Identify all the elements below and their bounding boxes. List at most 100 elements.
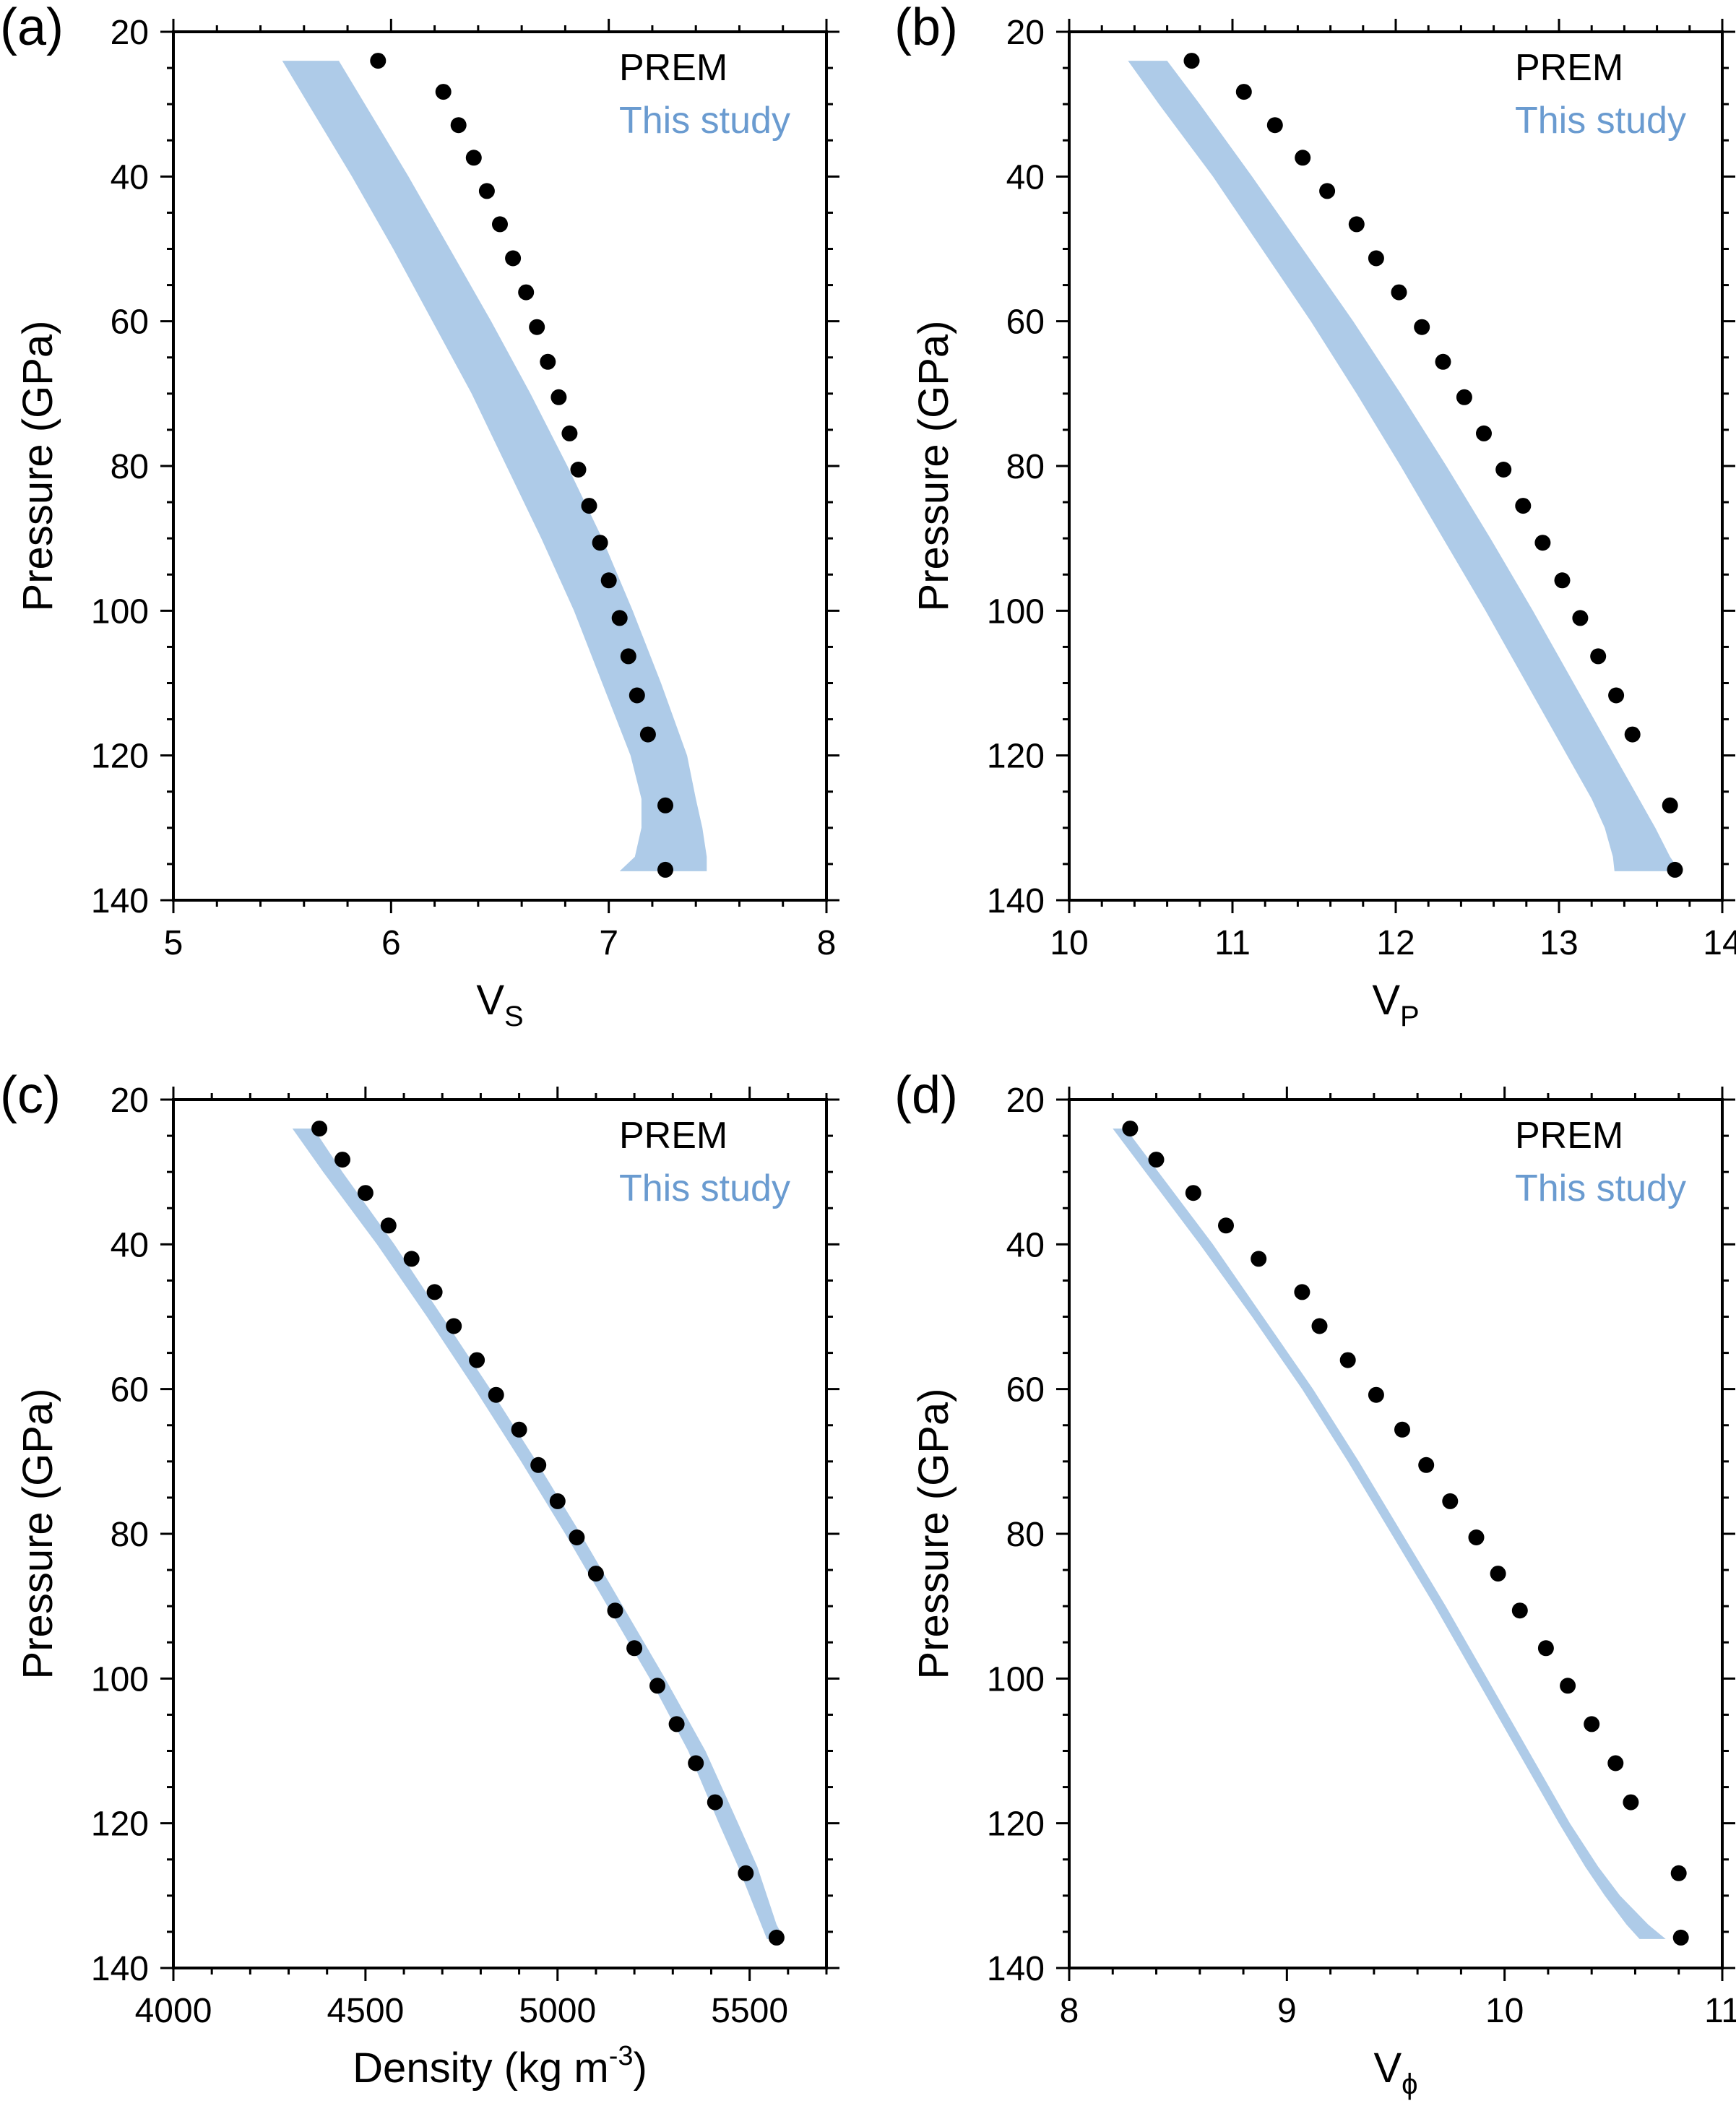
x-axis-label: Density (kg m-3)	[353, 2041, 647, 2092]
plot-frame	[172, 30, 828, 902]
prem-point	[1339, 1352, 1356, 1368]
y-tick-label: 40	[1006, 158, 1045, 197]
prem-point	[1534, 535, 1551, 551]
prem-point	[1662, 797, 1678, 814]
prem-point	[511, 1421, 527, 1438]
prem-point	[1537, 1640, 1554, 1657]
y-tick-label: 120	[987, 1805, 1045, 1844]
y-tick-label: 80	[1006, 1516, 1045, 1554]
prem-point	[1476, 425, 1492, 441]
prem-point	[607, 1602, 623, 1619]
prem-point	[688, 1755, 704, 1771]
x-axis-label: VS	[476, 977, 523, 1032]
prem-point	[1414, 319, 1430, 335]
y-tick-label: 100	[987, 592, 1045, 631]
prem-point	[1122, 1121, 1139, 1137]
prem-point	[1468, 1529, 1485, 1545]
prem-point	[435, 84, 452, 100]
x-tick-label: 5	[164, 924, 183, 962]
prem-point	[569, 1529, 585, 1545]
legend-this-study: This study	[619, 100, 790, 142]
y-tick-label: 20	[111, 14, 149, 52]
y-tick-label: 20	[1006, 1082, 1045, 1120]
prem-point	[1418, 1456, 1435, 1473]
y-tick-label: 140	[987, 1950, 1045, 1988]
prem-point	[587, 1566, 604, 1582]
legend-this-study: This study	[1515, 100, 1686, 142]
y-tick-label: 20	[1006, 14, 1045, 52]
x-tick-label: 8	[1060, 1992, 1079, 2030]
prem-point	[1572, 610, 1589, 626]
x-tick-label: 11	[1214, 924, 1251, 962]
panel-letter: (c)	[0, 1066, 61, 1124]
study-band	[1128, 61, 1680, 871]
prem-point	[1368, 250, 1384, 267]
prem-point	[657, 797, 673, 814]
x-tick-label: 13	[1539, 924, 1578, 962]
x-tick-label: 7	[599, 924, 618, 962]
prem-point	[600, 572, 617, 589]
prem-point	[334, 1152, 350, 1168]
x-tick-label: 6	[381, 924, 401, 962]
prem-point	[492, 216, 508, 233]
prem-point	[768, 1929, 785, 1946]
y-tick-label: 60	[111, 303, 149, 342]
y-tick-label: 140	[91, 1950, 149, 1988]
prem-point	[1235, 84, 1252, 100]
y-tick-label: 120	[91, 738, 149, 776]
study-band	[292, 1128, 785, 1939]
panel-a: 20 40 60 80 100 120 140 5 6 7 8 Pressure (GPa) VS (a)…	[0, 0, 839, 1032]
prem-point	[570, 462, 587, 478]
prem-point	[1590, 648, 1607, 665]
x-tick-label: 11	[1704, 1992, 1736, 2030]
prem-point	[380, 1217, 397, 1234]
prem-point	[478, 183, 495, 199]
x-axis-label: Vϕ	[1373, 2045, 1417, 2100]
prem-point	[561, 425, 578, 441]
y-tick-label: 40	[1006, 1226, 1045, 1264]
x-tick-label: 4500	[327, 1992, 404, 2030]
y-tick-label: 120	[987, 738, 1045, 776]
prem-point	[1670, 1865, 1687, 1881]
prem-point	[550, 389, 567, 405]
prem-point	[668, 1716, 685, 1732]
prem-point	[1368, 1386, 1384, 1403]
prem-point	[370, 53, 387, 69]
prem-point	[738, 1865, 754, 1881]
prem-point	[1295, 150, 1311, 166]
prem-point	[1294, 1284, 1310, 1300]
y-tick-label: 120	[91, 1805, 149, 1844]
plot-frame	[1068, 30, 1724, 902]
prem-point	[1624, 726, 1641, 743]
legend-prem: PREM	[619, 47, 727, 89]
prem-point	[1394, 1421, 1410, 1438]
panel-letter: (d)	[894, 1066, 958, 1124]
prem-point	[592, 535, 608, 551]
y-tick-label: 100	[91, 592, 149, 631]
prem-point	[1435, 353, 1451, 370]
prem-point	[450, 117, 467, 134]
prem-point	[1442, 1493, 1459, 1509]
y-tick-label: 60	[1006, 303, 1045, 342]
prem-point	[357, 1185, 373, 1201]
prem-point	[469, 1352, 485, 1368]
y-tick-label: 140	[987, 882, 1045, 920]
prem-point	[518, 284, 535, 301]
prem-point	[1490, 1566, 1506, 1582]
prem-point	[446, 1318, 462, 1334]
prem-point	[649, 1678, 665, 1694]
y-tick-label: 40	[111, 158, 149, 197]
y-tick-label: 60	[111, 1371, 149, 1410]
prem-point	[1148, 1152, 1165, 1168]
prem-point	[505, 250, 522, 267]
prem-point	[1607, 1755, 1624, 1771]
prem-point	[611, 610, 628, 626]
y-tick-label: 140	[91, 882, 149, 920]
prem-point	[1623, 1794, 1639, 1811]
prem-point	[1672, 1929, 1689, 1946]
prem-point	[488, 1386, 504, 1403]
prem-point	[1608, 687, 1625, 704]
prem-point	[1391, 284, 1407, 301]
